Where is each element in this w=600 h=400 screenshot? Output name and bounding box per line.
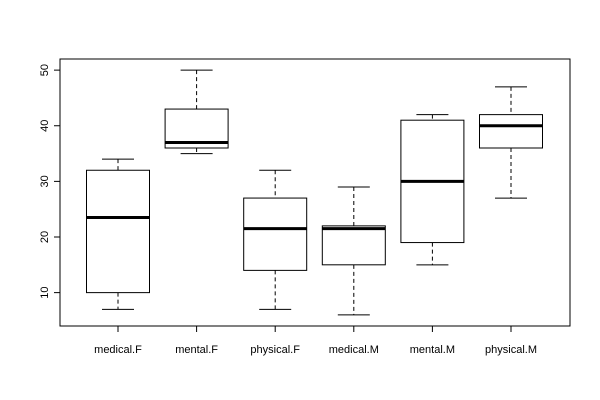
iqr-box xyxy=(86,169,150,294)
iqr-box xyxy=(321,225,386,266)
iqr-box xyxy=(479,114,543,149)
x-tick-label: mental.M xyxy=(410,344,455,356)
box-medical.M xyxy=(321,186,386,316)
y-axis: 10 20 30 40 50 xyxy=(39,64,60,299)
iqr-box xyxy=(243,197,308,271)
box-medical.F xyxy=(86,158,150,310)
x-tick-label: mental.F xyxy=(175,344,218,356)
plot-frame xyxy=(59,58,571,327)
x-tick-label: medical.F xyxy=(94,344,142,356)
x-tick-label: physical.F xyxy=(250,344,300,356)
x-tick-label: medical.M xyxy=(329,344,379,356)
box-mental.M xyxy=(400,114,465,266)
x-axis: medical.F mental.F physical.F medical.M ment… xyxy=(94,326,537,356)
y-tick-label: 30 xyxy=(39,175,51,187)
box-physical.F xyxy=(243,169,308,310)
x-tick-label: physical.M xyxy=(485,344,537,356)
y-tick-label: 10 xyxy=(39,287,51,299)
y-tick-label: 50 xyxy=(39,64,51,76)
box-physical.M xyxy=(479,86,543,199)
y-tick-label: 40 xyxy=(39,120,51,132)
y-tick-label: 20 xyxy=(39,231,51,243)
boxes xyxy=(86,69,543,316)
box-mental.F xyxy=(164,69,229,155)
